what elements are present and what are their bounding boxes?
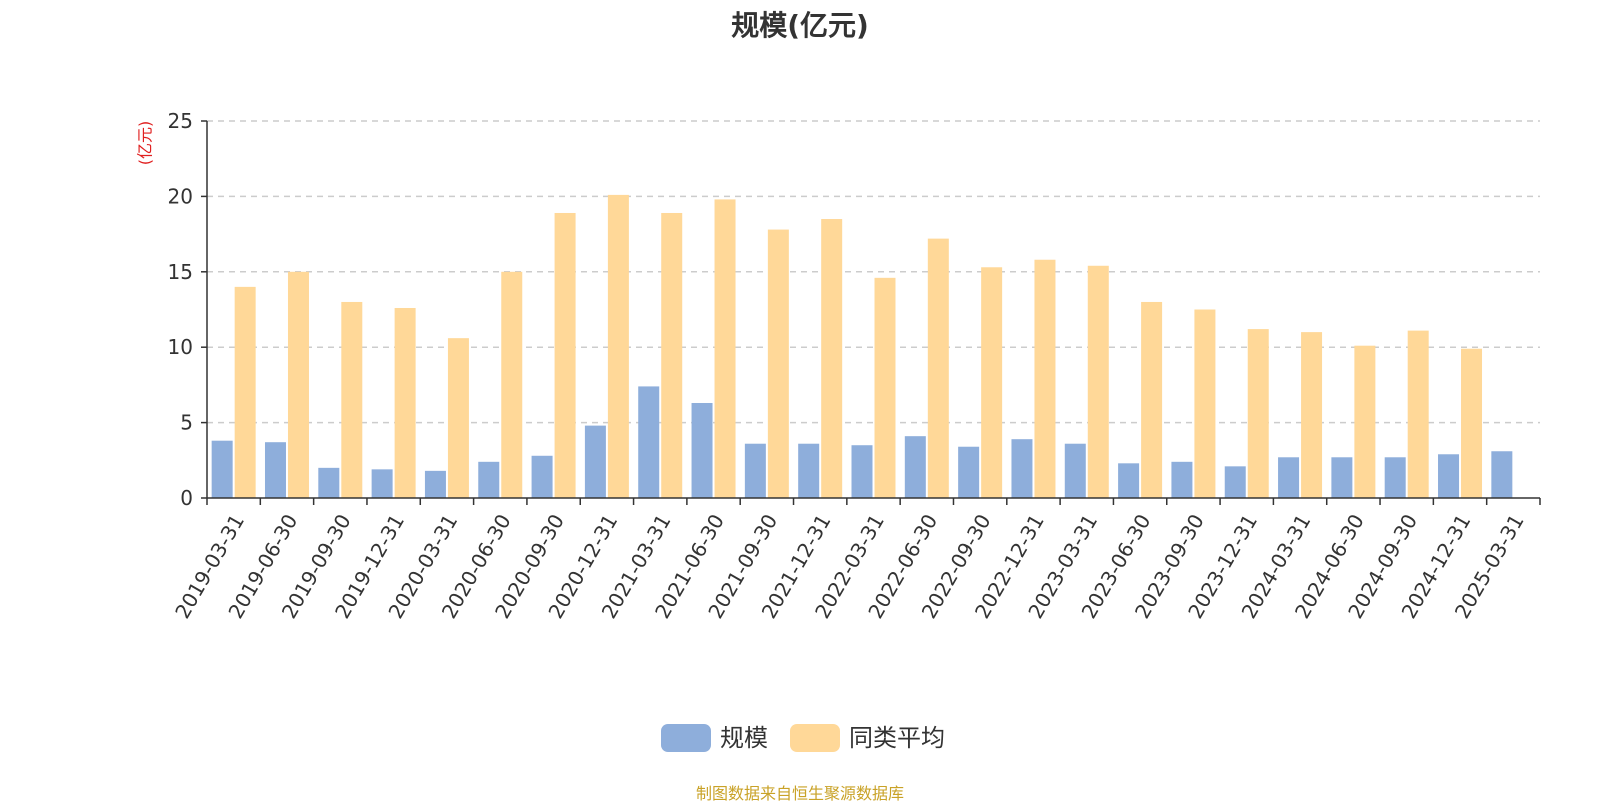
bar-peer-avg-2019-12-31 xyxy=(394,307,416,498)
bar-peer-avg-2024-06-30 xyxy=(1354,345,1376,498)
y-tick-label-0: 0 xyxy=(180,486,193,510)
bar-peer-avg-2020-06-30 xyxy=(501,271,523,498)
bars xyxy=(211,194,1513,499)
bar-peer-avg-2020-12-31 xyxy=(607,194,629,498)
bar-peer-avg-2021-06-30 xyxy=(714,199,736,498)
legend-label-1: 同类平均 xyxy=(849,724,945,752)
bar-peer-avg-2024-09-30 xyxy=(1407,330,1429,498)
y-tick-label-4: 20 xyxy=(168,184,193,208)
bar-scale-2023-09-30 xyxy=(1171,461,1193,498)
y-tick-label-1: 5 xyxy=(180,411,193,435)
bar-scale-2019-03-31 xyxy=(211,440,233,498)
bar-scale-2022-03-31 xyxy=(851,445,873,498)
bar-scale-2024-09-30 xyxy=(1384,457,1406,498)
bar-scale-2022-09-30 xyxy=(958,446,980,498)
bar-scale-2019-12-31 xyxy=(371,469,393,498)
bar-scale-2022-12-31 xyxy=(1011,439,1033,498)
bar-peer-avg-2019-09-30 xyxy=(341,301,363,498)
bar-scale-2025-03-31 xyxy=(1491,451,1513,498)
y-tick-label-3: 15 xyxy=(168,260,193,284)
bar-scale-2021-12-31 xyxy=(798,443,820,498)
y-tick-label-5: 25 xyxy=(168,109,193,133)
bar-peer-avg-2023-12-31 xyxy=(1247,329,1269,498)
bar-peer-avg-2021-03-31 xyxy=(661,212,683,498)
source-note: 制图数据来自恒生聚源数据库 xyxy=(695,784,904,803)
bar-scale-2022-06-30 xyxy=(904,436,926,498)
bar-peer-avg-2020-09-30 xyxy=(554,212,576,498)
axes: 05101520252019-03-312019-06-302019-09-30… xyxy=(168,109,1541,623)
bar-peer-avg-2021-09-30 xyxy=(767,229,789,499)
y-axis-label: (亿元) xyxy=(136,121,155,166)
bar-scale-2023-12-31 xyxy=(1224,466,1246,498)
bar-peer-avg-2022-12-31 xyxy=(1034,259,1056,498)
bar-peer-avg-2023-06-30 xyxy=(1141,301,1163,498)
bar-peer-avg-2022-06-30 xyxy=(927,238,949,498)
bar-scale-2021-03-31 xyxy=(638,386,660,498)
bar-peer-avg-2024-12-31 xyxy=(1461,348,1483,498)
bar-scale-2020-03-31 xyxy=(424,470,446,498)
bar-peer-avg-2024-03-31 xyxy=(1301,332,1323,498)
bar-peer-avg-2021-12-31 xyxy=(821,219,843,498)
bar-scale-2019-09-30 xyxy=(318,467,340,498)
bar-peer-avg-2019-06-30 xyxy=(287,271,309,498)
bar-scale-2019-06-30 xyxy=(264,442,286,498)
y-tick-label-2: 10 xyxy=(168,335,193,359)
bar-scale-2021-09-30 xyxy=(744,443,766,498)
grid-lines xyxy=(207,120,1540,424)
bar-peer-avg-2022-09-30 xyxy=(981,267,1003,498)
bar-scale-2020-12-31 xyxy=(584,425,606,498)
bar-scale-2020-09-30 xyxy=(531,455,553,498)
bar-scale-2024-06-30 xyxy=(1331,457,1353,498)
legend: 规模 同类平均 xyxy=(661,724,945,752)
legend-swatch-1 xyxy=(790,724,840,752)
bar-scale-2021-06-30 xyxy=(691,402,713,498)
legend-label-0: 规模 xyxy=(720,724,768,752)
bar-scale-2020-06-30 xyxy=(478,461,500,498)
bar-scale-2024-03-31 xyxy=(1278,457,1300,498)
bar-scale-2023-03-31 xyxy=(1064,443,1086,498)
bar-scale-2024-12-31 xyxy=(1438,454,1460,498)
bar-peer-avg-2023-03-31 xyxy=(1087,265,1109,498)
bar-peer-avg-2022-03-31 xyxy=(874,277,896,498)
bar-peer-avg-2023-09-30 xyxy=(1194,309,1216,498)
legend-swatch-0 xyxy=(661,724,711,752)
bar-peer-avg-2020-03-31 xyxy=(447,338,469,498)
bar-peer-avg-2019-03-31 xyxy=(234,286,256,498)
chart-title: 规模(亿元) xyxy=(731,9,869,42)
bar-scale-2023-06-30 xyxy=(1118,463,1140,498)
